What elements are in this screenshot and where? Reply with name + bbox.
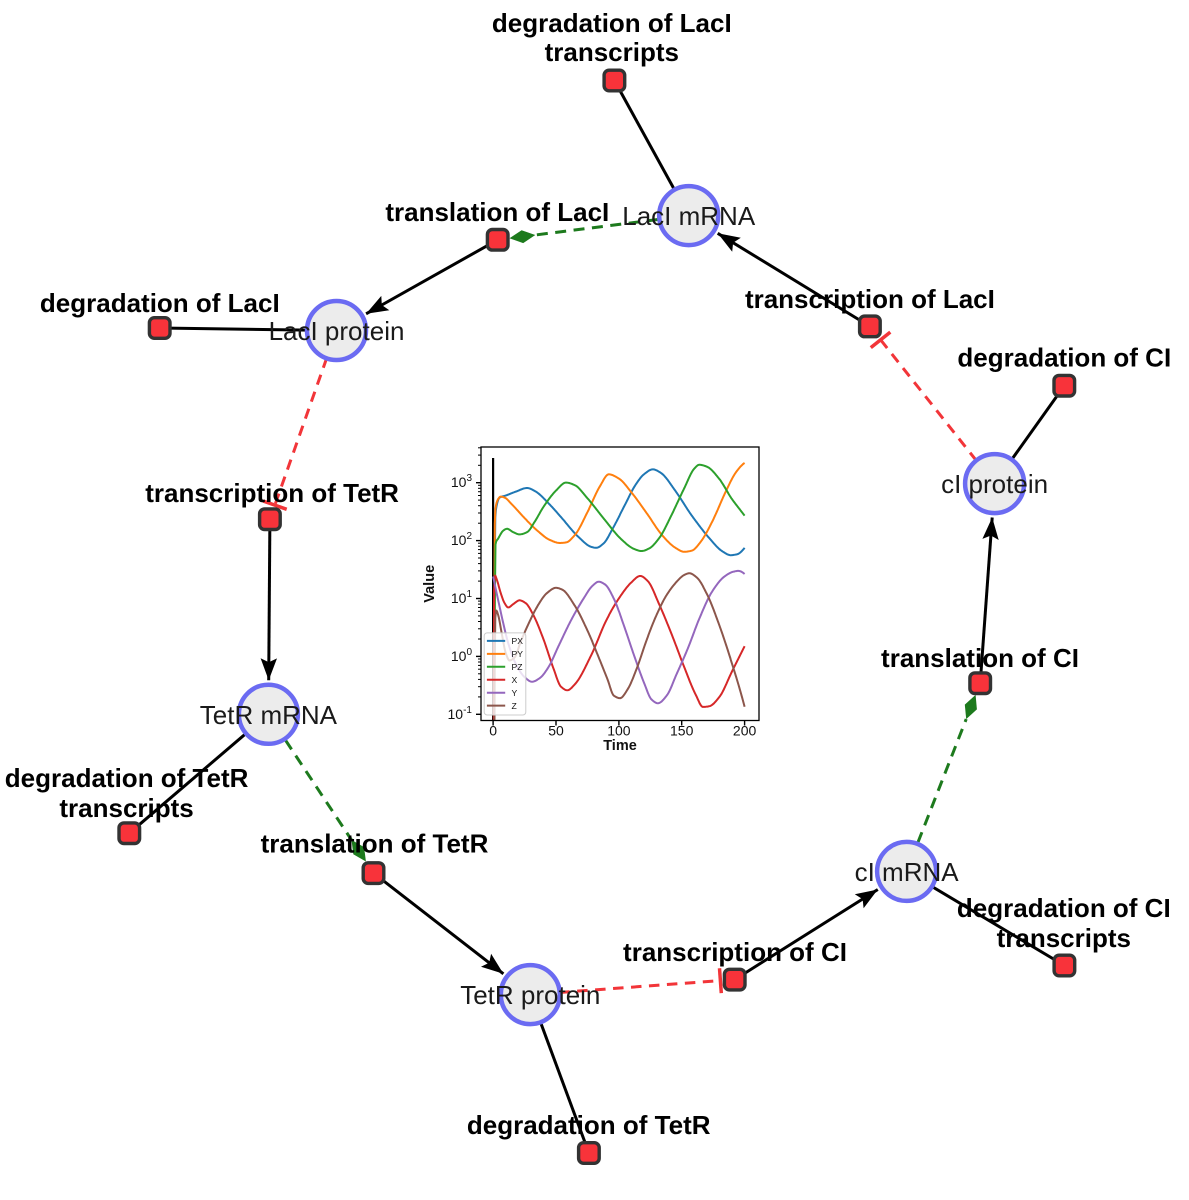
svg-text:transcription of LacI: transcription of LacI <box>745 284 995 314</box>
svg-text:LacI mRNA: LacI mRNA <box>622 201 756 231</box>
svg-text:LacI protein: LacI protein <box>269 316 405 346</box>
svg-text:transcription of TetR: transcription of TetR <box>145 478 399 508</box>
svg-text:200: 200 <box>733 722 757 738</box>
svg-text:Value: Value <box>422 565 438 603</box>
svg-text:PX: PX <box>512 636 524 646</box>
svg-text:transcripts: transcripts <box>997 923 1131 953</box>
svg-text:103: 103 <box>451 473 473 490</box>
svg-text:translation of LacI: translation of LacI <box>385 197 609 227</box>
svg-text:150: 150 <box>670 722 694 738</box>
svg-text:degradation of LacI: degradation of LacI <box>40 288 280 318</box>
svg-text:50: 50 <box>548 722 564 738</box>
svg-text:degradation of CI: degradation of CI <box>957 342 1171 372</box>
svg-text:TetR mRNA: TetR mRNA <box>200 700 338 730</box>
svg-text:101: 101 <box>451 589 473 606</box>
svg-text:TetR protein: TetR protein <box>460 980 600 1010</box>
svg-text:degradation of TetR: degradation of TetR <box>5 763 249 793</box>
svg-text:translation of TetR: translation of TetR <box>261 828 489 858</box>
svg-text:degradation of CI: degradation of CI <box>957 893 1171 923</box>
svg-text:Y: Y <box>512 688 518 698</box>
svg-text:0: 0 <box>489 722 497 738</box>
svg-text:transcription of CI: transcription of CI <box>623 937 847 967</box>
svg-text:Z: Z <box>512 701 517 711</box>
svg-text:transcripts: transcripts <box>545 37 679 67</box>
svg-text:degradation of TetR: degradation of TetR <box>467 1110 711 1140</box>
svg-text:100: 100 <box>451 647 473 664</box>
svg-text:X: X <box>512 675 518 685</box>
svg-text:PY: PY <box>512 649 524 659</box>
svg-text:translation of CI: translation of CI <box>881 643 1079 673</box>
svg-text:Time: Time <box>603 738 637 754</box>
svg-text:transcripts: transcripts <box>59 793 193 823</box>
svg-text:100: 100 <box>607 722 631 738</box>
svg-text:degradation of LacI: degradation of LacI <box>492 8 732 38</box>
svg-text:cI protein: cI protein <box>941 469 1048 499</box>
svg-text:cI mRNA: cI mRNA <box>855 857 960 887</box>
svg-text:10-1: 10-1 <box>448 705 473 722</box>
svg-text:102: 102 <box>451 531 473 548</box>
svg-text:PZ: PZ <box>512 662 523 672</box>
